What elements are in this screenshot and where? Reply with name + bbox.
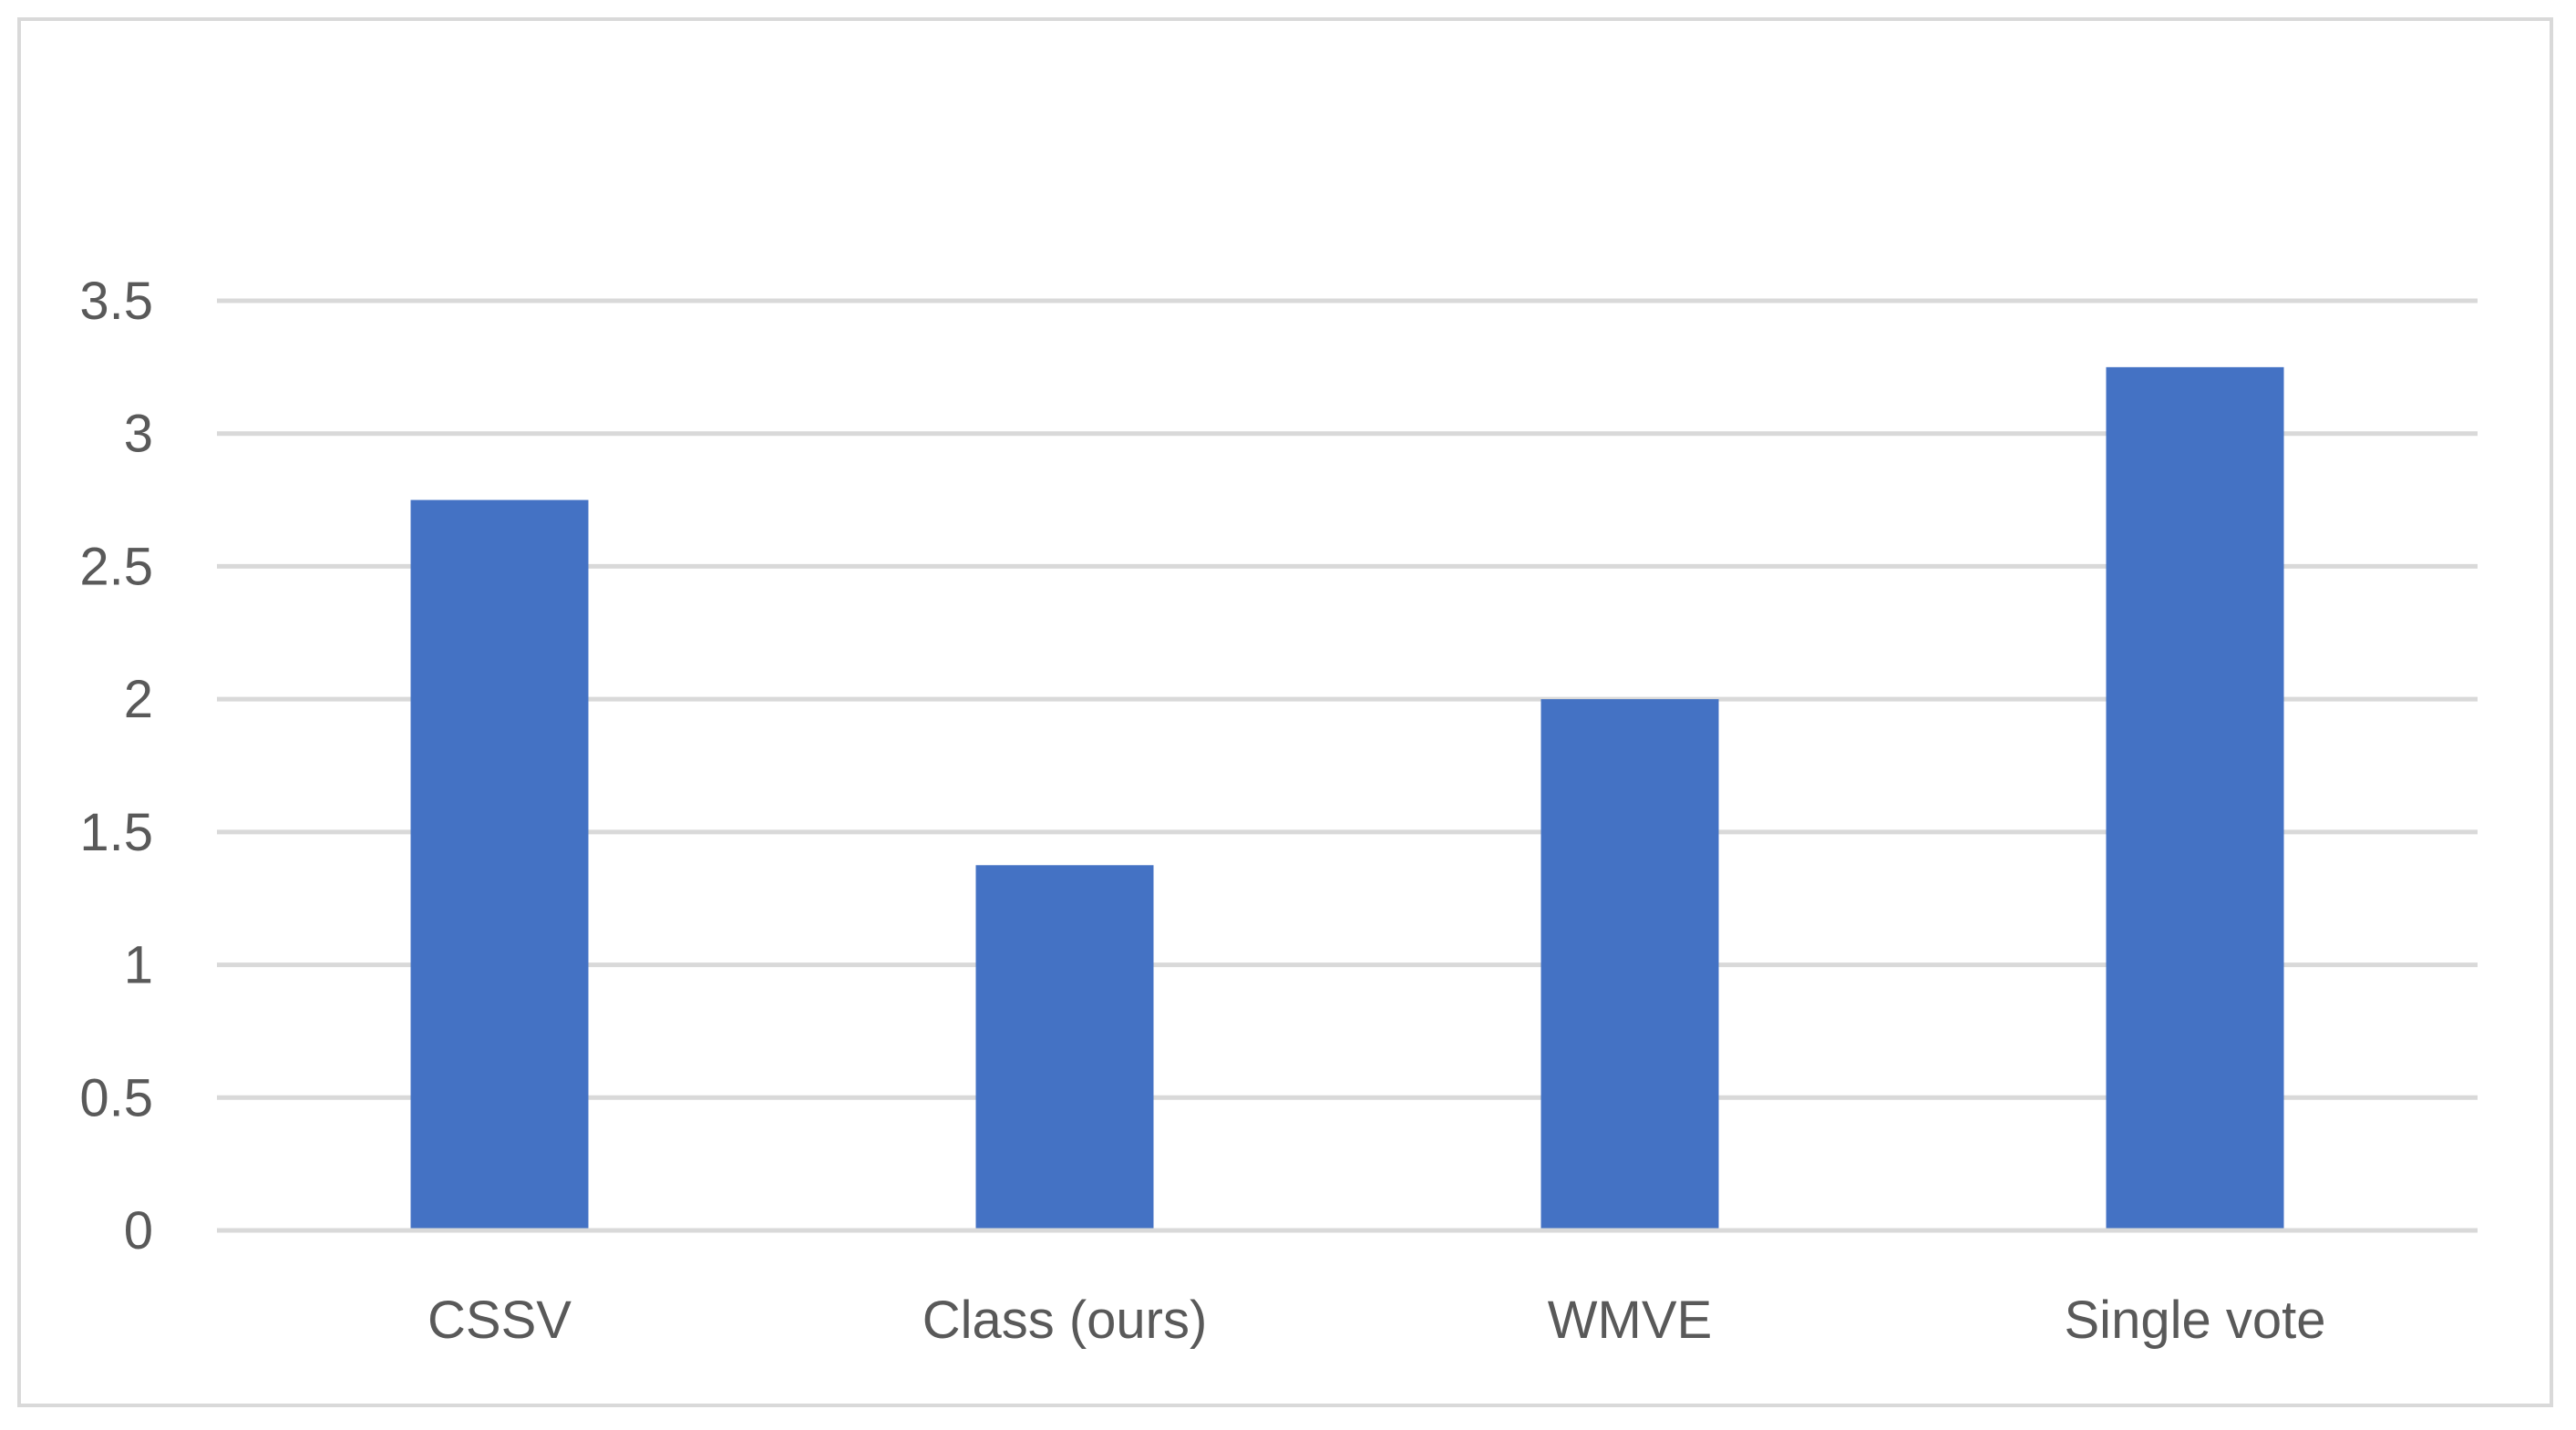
y-tick-label: 2.5 [79, 537, 153, 596]
bar-cssv [410, 499, 589, 1230]
y-axis-ticks: 0 0.5 1 1.5 2 2.5 3 3.5 [79, 272, 153, 1260]
x-axis-labels: CSSV Class (ours) WMVE Single vote [428, 1291, 2325, 1350]
x-category-label: Single vote [2065, 1291, 2326, 1350]
bar-wmve [1540, 699, 1719, 1230]
y-tick-label: 3.5 [79, 272, 153, 331]
x-category-label: WMVE [1548, 1291, 1712, 1350]
bar-class-ours [975, 865, 1154, 1230]
x-category-label: CSSV [428, 1291, 572, 1350]
y-tick-label: 3 [124, 405, 153, 464]
y-tick-label: 2 [124, 670, 153, 729]
bars [217, 366, 2478, 1233]
y-tick-label: 0 [124, 1201, 153, 1260]
y-tick-label: 1 [124, 936, 153, 995]
y-tick-label: 0.5 [79, 1068, 153, 1127]
x-category-label: Class (ours) [922, 1291, 1208, 1350]
y-tick-label: 1.5 [79, 803, 153, 862]
bar-single-vote [2106, 366, 2284, 1230]
